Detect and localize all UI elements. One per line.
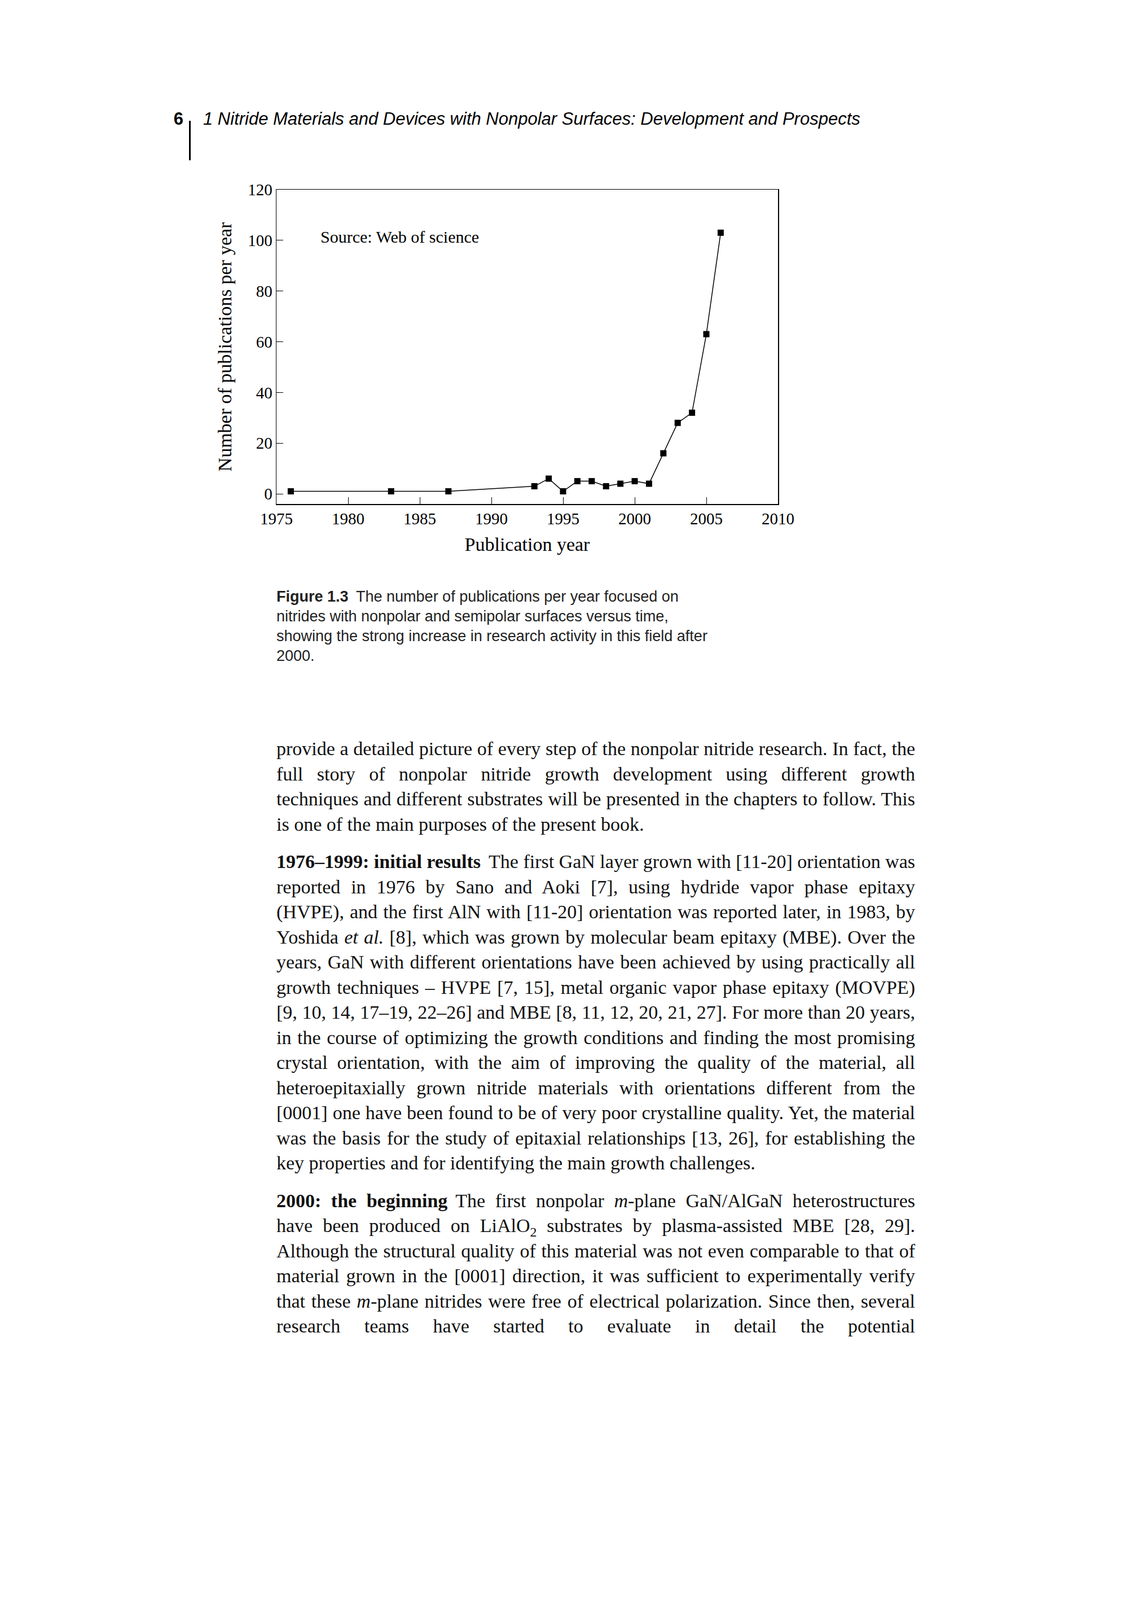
svg-text:2010: 2010 [761,509,795,528]
html-text:1976–1999: initial results The: 1976–1999: initial results The first GaN… [276,850,916,1173]
svg-text:Number of publications per yea: Number of publications per year [214,221,236,472]
svg-text:80: 80 [256,282,273,301]
svg-text:100: 100 [247,231,273,250]
html-text:provide a detailed picture of: provide a detailed picture of every step… [276,737,916,835]
svg-text:60: 60 [256,332,273,351]
html-text:2000: the beginning The first: 2000: the beginning The first nonpolar m… [276,1189,916,1336]
svg-text:120: 120 [247,180,273,199]
svg-text:Publication year: Publication year [464,533,591,555]
html-text:1 Nitride Materials and Device: 1 Nitride Materials and Devices with Non… [203,108,861,129]
svg-text:1975: 1975 [260,509,293,528]
svg-text:Source: Web of science: Source: Web of science [320,227,479,246]
svg-text:40: 40 [256,383,273,402]
svg-text:1985: 1985 [403,509,437,528]
svg-text:1980: 1980 [331,509,365,528]
svg-text:20: 20 [256,433,273,452]
svg-text:0: 0 [264,484,273,503]
svg-text:1990: 1990 [475,509,508,528]
html-text:Figure 1.3 The number of publi: Figure 1.3 The number of publications pe… [276,587,708,665]
svg-text:2005: 2005 [689,509,723,528]
svg-text:1995: 1995 [546,509,580,528]
html-text:6: 6 [173,108,184,129]
svg-text:2000: 2000 [618,509,652,528]
